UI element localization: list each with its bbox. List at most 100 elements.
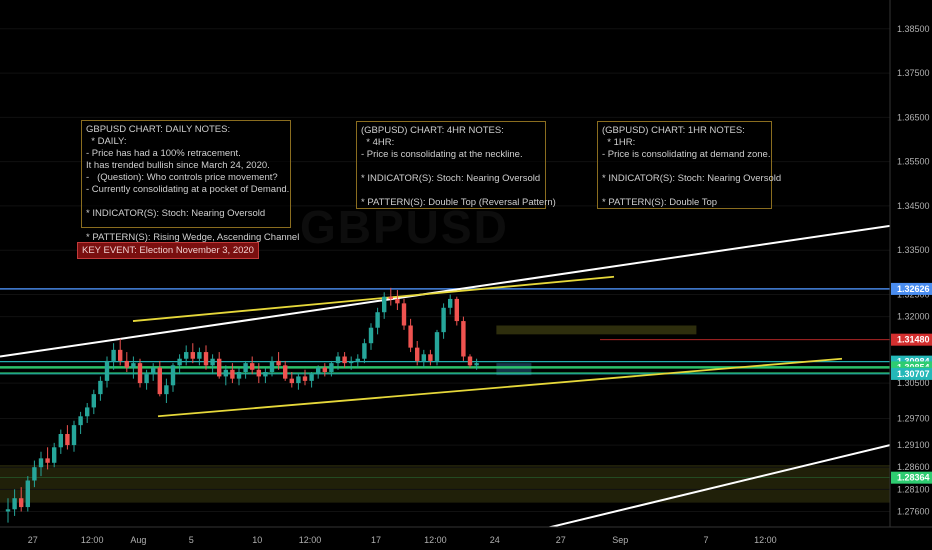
- candle-body-64: [428, 354, 433, 361]
- x-tick-label-7: 12:00: [424, 535, 447, 545]
- candle-body-52: [349, 360, 354, 364]
- candle-body-0: [5, 509, 11, 512]
- candle-body-1: [12, 498, 17, 510]
- candle-body-9: [65, 434, 70, 446]
- candle-body-58: [388, 296, 393, 299]
- candle-body-54: [362, 343, 367, 359]
- candle-body-38: [256, 369, 261, 377]
- trendline-lower-white: [504, 444, 891, 540]
- candle-body-35: [236, 372, 242, 379]
- candle-body-19: [131, 363, 136, 368]
- x-tick-label-8: 24: [490, 535, 500, 545]
- candle-body-65: [434, 332, 440, 361]
- x-tick-label-11: 7: [703, 535, 708, 545]
- price-label-bg-1: [891, 333, 932, 346]
- x-tick-label-0: 27: [28, 535, 38, 545]
- candle-body-30: [203, 352, 209, 366]
- candle-body-67: [448, 298, 453, 308]
- trendline-upper-white: [0, 224, 891, 358]
- candle-body-42: [283, 365, 288, 379]
- y-tick-label-12: 1.28100: [897, 484, 930, 494]
- candle-body-17: [118, 349, 123, 361]
- price-axis[interactable]: 1.38500 1.37500 1.36500 1.35500 1.34500 1.335…: [889, 0, 932, 550]
- candle-body-27: [184, 352, 189, 359]
- candle-body-34: [230, 369, 235, 379]
- y-tick-label-1: 1.37500: [897, 68, 930, 78]
- candle-body-29: [197, 352, 202, 359]
- candle-body-20: [137, 363, 143, 384]
- candle-body-10: [71, 425, 77, 446]
- candle-body-40: [269, 360, 275, 372]
- candle-body-33: [223, 369, 228, 377]
- candle-body-32: [217, 358, 222, 377]
- candle-body-39: [263, 372, 268, 377]
- candle-body-3: [25, 480, 30, 508]
- y-tick-label-9: 1.29700: [897, 414, 930, 424]
- candle-body-22: [151, 367, 156, 375]
- candle-body-28: [190, 352, 195, 359]
- candle-body-5: [38, 458, 44, 468]
- candle-body-61: [408, 325, 413, 348]
- candle-body-50: [335, 356, 341, 364]
- x-tick-label-10: Sep: [612, 535, 628, 545]
- candle-body-13: [91, 394, 96, 408]
- x-tick-label-2: Aug: [130, 535, 146, 545]
- candle-body-56: [375, 312, 380, 328]
- candle-body-14: [98, 380, 103, 395]
- x-tick-label-9: 27: [556, 535, 566, 545]
- candle-body-23: [157, 367, 162, 395]
- candle-body-46: [309, 374, 314, 381]
- x-tick-label-3: 5: [189, 535, 194, 545]
- candle-body-68: [454, 298, 459, 322]
- 1hr-notes-box: (GBPUSD) CHART: 1HR NOTES: * 1HR: - Pric…: [597, 121, 781, 209]
- horizontal-levels: [0, 288, 890, 478]
- candle-body-7: [52, 447, 57, 463]
- candle-body-70: [467, 356, 473, 366]
- x-tick-label-5: 12:00: [299, 535, 322, 545]
- price-label-bg-6: [891, 471, 932, 484]
- price-label-bg-5: [891, 367, 932, 380]
- daily-notes-box: GBPUSD CHART: DAILY NOTES: * DAILY: - Pr…: [81, 120, 299, 243]
- candle-body-60: [401, 303, 407, 326]
- y-tick-label-2: 1.36500: [897, 112, 930, 122]
- candle-body-41: [276, 360, 281, 366]
- x-tick-label-12: 12:00: [754, 535, 777, 545]
- y-tick-label-0: 1.38500: [897, 24, 930, 34]
- candle-body-8: [58, 434, 63, 448]
- candle-body-6: [45, 458, 50, 463]
- candlestick-series: [5, 287, 479, 523]
- candle-body-44: [296, 376, 301, 384]
- trendlines: [0, 224, 891, 540]
- price-label-1: 1.31480: [897, 335, 930, 345]
- y-tick-label-10: 1.29100: [897, 440, 930, 450]
- candle-body-57: [382, 296, 387, 313]
- y-tick-label-11: 1.28600: [897, 462, 930, 472]
- candle-body-25: [170, 365, 176, 386]
- candle-body-43: [289, 378, 294, 384]
- y-tick-label-8: 1.30500: [897, 378, 930, 388]
- candle-body-62: [415, 347, 420, 361]
- price-label-0: 1.32626: [897, 284, 930, 294]
- candle-body-51: [342, 356, 347, 364]
- candle-body-66: [441, 307, 446, 333]
- candle-body-15: [104, 360, 110, 381]
- candle-body-47: [316, 367, 321, 375]
- candle-body-69: [461, 321, 466, 357]
- candle-body-16: [111, 349, 116, 361]
- demand-zone-upper: [496, 325, 697, 335]
- candle-body-37: [250, 363, 255, 370]
- y-tick-label-13: 1.27600: [897, 507, 930, 517]
- time-axis[interactable]: 27 12:00 Aug 5 10 12:00 17 12:00 24 27 Sep 7 12:00: [0, 526, 932, 550]
- time-axis-background: [0, 527, 932, 550]
- y-tick-label-3: 1.35500: [897, 157, 930, 167]
- candle-body-59: [395, 298, 400, 304]
- candle-body-45: [302, 376, 308, 381]
- channel-lower-yellow: [157, 357, 843, 418]
- candle-body-71: [474, 363, 479, 366]
- demand-zone-lower: [0, 465, 890, 503]
- candle-body-55: [368, 327, 374, 344]
- candle-body-2: [19, 498, 24, 508]
- x-tick-label-6: 17: [371, 535, 381, 545]
- candle-body-24: [164, 385, 169, 395]
